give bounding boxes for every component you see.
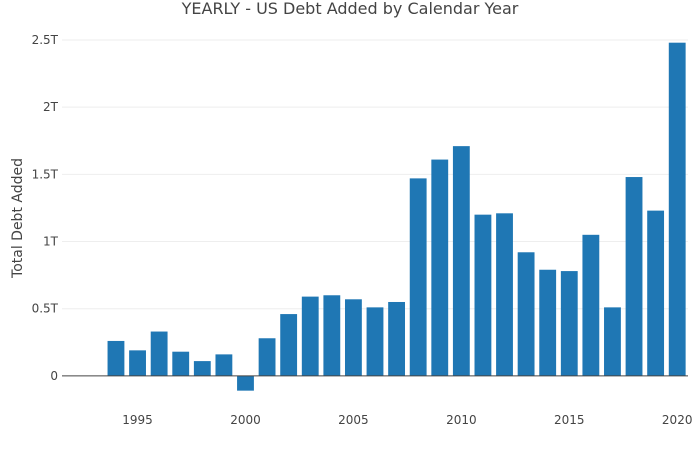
- bar-2005[interactable]: [344, 299, 362, 376]
- y-tick-label: 2T: [43, 100, 59, 114]
- bar-2004[interactable]: [323, 295, 341, 376]
- bar-2015[interactable]: [560, 271, 578, 376]
- bars: [107, 42, 686, 391]
- bar-1994[interactable]: [107, 340, 125, 376]
- bar-1998[interactable]: [193, 361, 211, 376]
- y-tick-label: 0: [50, 369, 58, 383]
- bar-2001[interactable]: [258, 338, 276, 376]
- bar-2010[interactable]: [452, 146, 470, 376]
- y-tick-labels: 0 0.5T 1T 1.5T 2T 2.5T: [32, 33, 59, 383]
- bar-1999[interactable]: [215, 354, 233, 376]
- bar-1996[interactable]: [150, 331, 168, 376]
- bar-2016[interactable]: [582, 234, 600, 376]
- bar-2008[interactable]: [409, 178, 427, 376]
- bar-1997[interactable]: [172, 351, 190, 376]
- bar-2009[interactable]: [431, 159, 449, 376]
- bar-2003[interactable]: [301, 296, 319, 376]
- chart-title: YEARLY - US Debt Added by Calendar Year: [181, 0, 519, 18]
- bar-2018[interactable]: [625, 177, 643, 376]
- bar-2012[interactable]: [496, 213, 513, 376]
- bar-2019[interactable]: [647, 210, 665, 376]
- y-axis-title: Total Debt Added: [10, 158, 26, 279]
- x-tick-label: 1995: [122, 413, 153, 427]
- bar-1995[interactable]: [129, 350, 146, 376]
- bar-2006[interactable]: [366, 307, 384, 376]
- bar-2017[interactable]: [604, 307, 621, 376]
- y-tick-label: 1.5T: [32, 167, 59, 181]
- y-tick-label: 1T: [43, 235, 59, 249]
- x-tick-label: 2015: [554, 413, 585, 427]
- bar-2007[interactable]: [388, 301, 406, 376]
- bar-2002[interactable]: [280, 314, 298, 376]
- x-tick-label: 2000: [230, 413, 261, 427]
- y-tick-label: 0.5T: [32, 302, 59, 316]
- x-tick-label: 2005: [338, 413, 369, 427]
- bar-2000[interactable]: [237, 375, 254, 391]
- bar-2013[interactable]: [517, 252, 535, 376]
- bar-2014[interactable]: [539, 269, 557, 376]
- x-tick-label: 2010: [446, 413, 477, 427]
- y-tick-label: 2.5T: [32, 33, 59, 47]
- bar-2020[interactable]: [668, 42, 686, 376]
- x-tick-labels: 1995 2000 2005 2010 2015 2020: [122, 413, 692, 427]
- x-tick-label: 2020: [662, 413, 693, 427]
- bar-2011[interactable]: [474, 214, 492, 376]
